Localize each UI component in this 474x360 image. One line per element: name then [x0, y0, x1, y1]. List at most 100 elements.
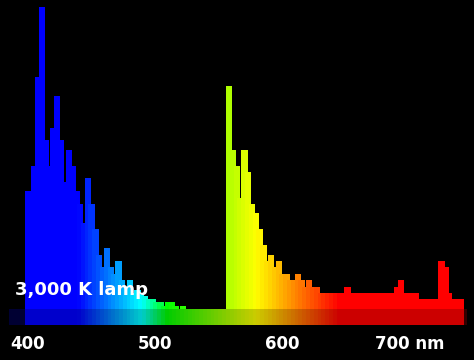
Bar [230, 150, 236, 325]
Bar [77, 204, 83, 325]
Bar [279, 274, 286, 325]
Bar [154, 302, 160, 325]
Bar [123, 287, 129, 325]
Bar [272, 267, 278, 325]
Bar [108, 267, 114, 325]
Bar [176, 309, 182, 325]
Bar [249, 204, 255, 325]
Bar [195, 309, 202, 325]
Bar [214, 309, 221, 325]
Bar [295, 274, 301, 325]
Bar [321, 293, 328, 325]
Bar [31, 166, 37, 325]
Bar [138, 293, 145, 325]
Bar [226, 86, 232, 325]
Bar [413, 293, 419, 325]
Bar [371, 293, 377, 325]
Bar [275, 261, 282, 325]
Bar [81, 223, 87, 325]
Bar [375, 293, 381, 325]
Bar [234, 166, 240, 325]
Bar [54, 96, 61, 325]
Bar [245, 172, 251, 325]
Bar [344, 287, 351, 325]
Bar [111, 274, 118, 325]
Bar [287, 280, 293, 325]
Bar [199, 309, 206, 325]
Bar [401, 293, 408, 325]
Bar [450, 299, 456, 325]
Bar [409, 293, 416, 325]
Bar [43, 140, 49, 325]
Bar [50, 128, 57, 325]
Bar [169, 302, 175, 325]
Bar [340, 293, 347, 325]
Bar [268, 255, 274, 325]
Bar [73, 191, 80, 325]
Bar [241, 150, 247, 325]
Bar [318, 293, 324, 325]
Bar [96, 255, 102, 325]
Bar [119, 280, 126, 325]
Bar [446, 293, 452, 325]
Bar [438, 261, 445, 325]
Bar [383, 293, 389, 325]
Bar [210, 309, 217, 325]
Bar [173, 306, 179, 325]
Text: 3,000 K lamp: 3,000 K lamp [15, 281, 148, 299]
Bar [256, 229, 263, 325]
Bar [398, 280, 404, 325]
Bar [104, 248, 110, 325]
Bar [329, 293, 335, 325]
Bar [352, 293, 358, 325]
Bar [454, 299, 460, 325]
Bar [386, 293, 392, 325]
Bar [115, 261, 121, 325]
Bar [184, 309, 190, 325]
Bar [89, 204, 95, 325]
Bar [146, 299, 152, 325]
Bar [203, 309, 210, 325]
Bar [100, 267, 106, 325]
Bar [291, 280, 297, 325]
Bar [62, 182, 68, 325]
Bar [426, 299, 432, 325]
Bar [58, 140, 64, 325]
Bar [367, 293, 374, 325]
Bar [419, 299, 426, 325]
Bar [35, 77, 41, 325]
Bar [359, 293, 366, 325]
Bar [364, 293, 370, 325]
Bar [25, 191, 31, 325]
Bar [356, 293, 362, 325]
Bar [394, 287, 400, 325]
Bar [457, 299, 464, 325]
Bar [310, 287, 316, 325]
Bar [165, 302, 171, 325]
Bar [325, 293, 331, 325]
Bar [299, 280, 305, 325]
Bar [379, 293, 385, 325]
Bar [302, 287, 309, 325]
Bar [314, 287, 320, 325]
Bar [157, 302, 164, 325]
Bar [283, 274, 290, 325]
Bar [39, 7, 45, 325]
Bar [222, 309, 228, 325]
Bar [142, 296, 148, 325]
Bar [333, 293, 339, 325]
Bar [264, 261, 271, 325]
Bar [219, 309, 225, 325]
Bar [442, 267, 448, 325]
Bar [188, 309, 194, 325]
Bar [161, 306, 167, 325]
Bar [92, 229, 99, 325]
Bar [46, 166, 53, 325]
Bar [390, 293, 396, 325]
Bar [337, 293, 343, 325]
Bar [191, 309, 198, 325]
Bar [405, 293, 412, 325]
Bar [432, 299, 438, 325]
Bar [306, 280, 312, 325]
Bar [85, 179, 91, 325]
